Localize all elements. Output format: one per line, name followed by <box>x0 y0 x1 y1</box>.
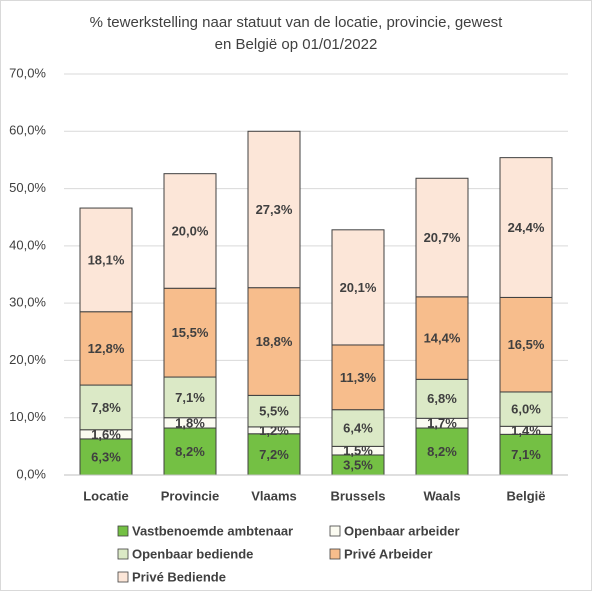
data-label: 1,7% <box>427 416 457 431</box>
bar-segment <box>79 207 133 313</box>
y-tick-label: 0,0% <box>16 466 46 481</box>
bar-segment <box>163 287 217 378</box>
data-label: 1,8% <box>175 415 205 430</box>
data-label: 15,5% <box>172 325 209 340</box>
bar-segment <box>79 311 133 386</box>
y-tick-label: 60,0% <box>9 123 46 138</box>
x-tick-label: Brussels <box>331 488 386 503</box>
data-label: 27,3% <box>256 202 293 217</box>
data-label: 6,0% <box>511 402 541 417</box>
x-tick-label: Vlaams <box>251 488 297 503</box>
legend-label: Privé Arbeider <box>344 546 432 561</box>
legend-swatch <box>117 571 129 583</box>
legend-label: Openbaar arbeider <box>344 523 460 538</box>
data-label: 24,4% <box>508 220 545 235</box>
data-label: 18,8% <box>256 334 293 349</box>
data-label: 20,0% <box>172 223 209 238</box>
legend-swatch <box>329 525 341 537</box>
bar-segment <box>499 433 553 476</box>
data-label: 16,5% <box>508 337 545 352</box>
data-label: 6,4% <box>343 420 373 435</box>
bar-segment <box>415 177 469 298</box>
bar-segment <box>331 409 385 447</box>
bar-segment <box>499 391 553 427</box>
legend-label: Vastbenoemde ambtenaar <box>132 523 293 538</box>
bar-segment <box>163 427 217 476</box>
data-label: 8,2% <box>175 444 205 459</box>
x-tick-label: België <box>506 488 545 503</box>
y-tick-label: 20,0% <box>9 352 46 367</box>
data-label: 20,7% <box>424 230 461 245</box>
y-tick-label: 70,0% <box>9 65 46 80</box>
data-label: 11,3% <box>340 370 377 385</box>
legend-swatch <box>117 548 129 560</box>
bar-segment <box>79 384 133 431</box>
data-label: 6,8% <box>427 391 457 406</box>
bar-segment <box>247 394 301 428</box>
data-label: 7,1% <box>175 390 205 405</box>
data-label: 20,1% <box>340 280 377 295</box>
y-tick-label: 10,0% <box>9 409 46 424</box>
bar-segment <box>163 173 217 289</box>
data-label: 14,4% <box>424 331 461 346</box>
data-label: 3,5% <box>343 457 373 472</box>
bar-segment <box>331 229 385 346</box>
y-tick-label: 50,0% <box>9 180 46 195</box>
legend-swatch <box>329 548 341 560</box>
bar-segment <box>247 287 301 396</box>
x-tick-label: Provincie <box>161 488 220 503</box>
chart-title: % tewerkstelling naar statuut van de loc… <box>89 14 503 53</box>
legend-label: Openbaar bediende <box>132 546 253 561</box>
data-label: 7,1% <box>511 447 541 462</box>
legend-swatch <box>117 525 129 537</box>
bar-segment <box>415 378 469 419</box>
data-label: 18,1% <box>88 252 125 267</box>
data-label: 1,6% <box>91 427 121 442</box>
data-label: 8,2% <box>427 444 457 459</box>
data-label: 7,2% <box>259 447 289 462</box>
data-label: 7,8% <box>91 400 121 415</box>
data-label: 12,8% <box>88 341 125 356</box>
bar-segment <box>499 296 553 393</box>
bar-segment <box>499 157 553 298</box>
y-tick-label: 30,0% <box>9 295 46 310</box>
x-tick-label: Waals <box>423 488 460 503</box>
legend-label: Privé Bediende <box>132 569 226 584</box>
bar-segment <box>247 130 301 289</box>
y-tick-label: 40,0% <box>9 237 46 252</box>
data-label: 6,3% <box>91 449 121 464</box>
x-tick-label: Locatie <box>83 488 129 503</box>
bar-segment <box>415 427 469 476</box>
data-label: 5,5% <box>259 404 289 419</box>
